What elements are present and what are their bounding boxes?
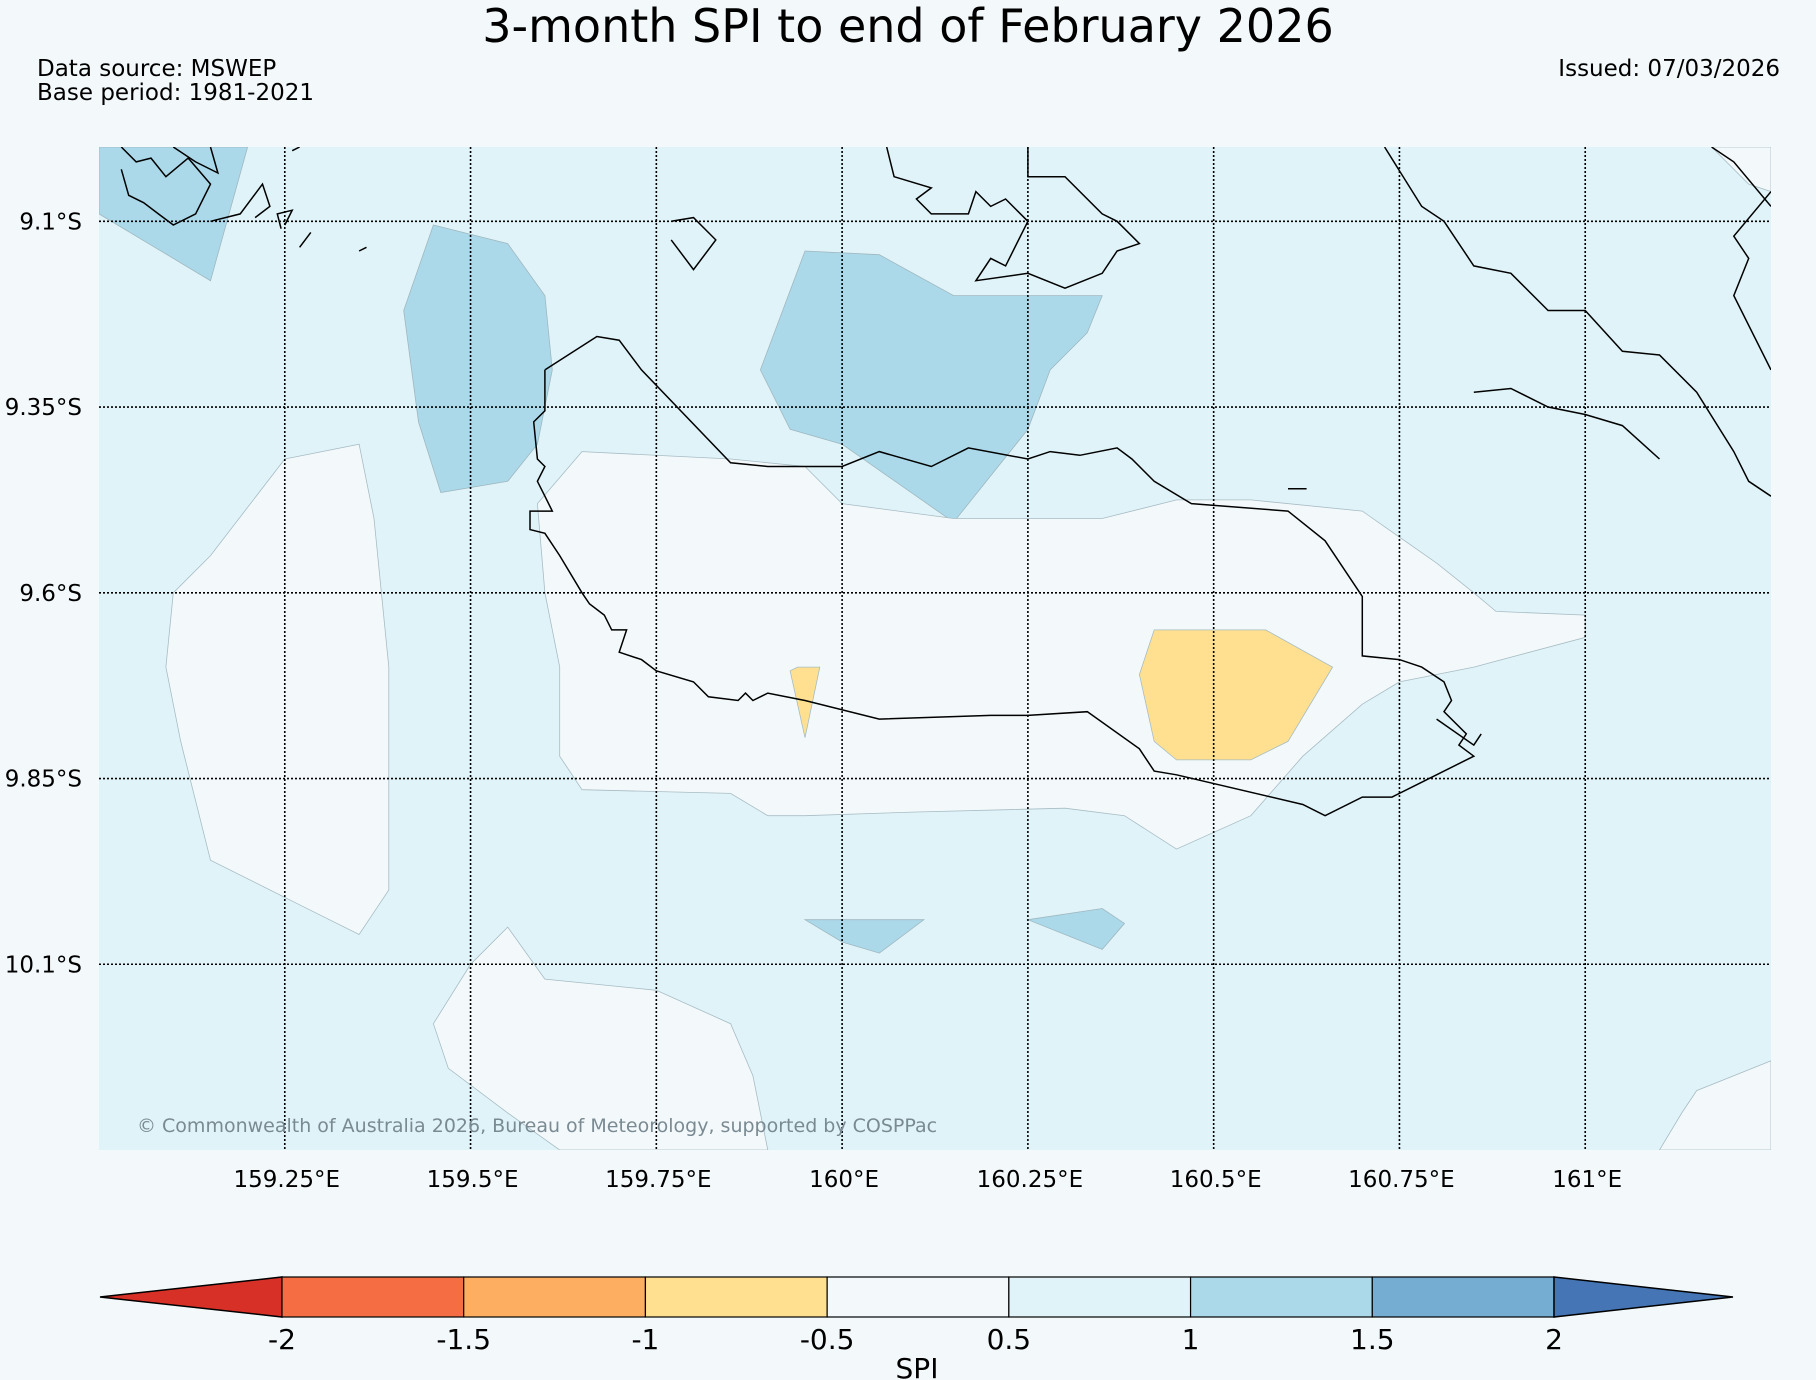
spi-wet-regions [99,147,1126,954]
coastline-segment-10 [1711,147,1771,207]
copyright-text: © Commonwealth of Australia 2026, Bureau… [137,1115,937,1137]
colorbar-segment [1008,1276,1192,1318]
spi-region-wet-4 [1026,908,1126,950]
coastline-segment-2 [210,182,271,223]
colorbar-segment [1371,1276,1555,1318]
latitude-label: 9.85°S [5,767,82,793]
longitude-label: 160.25°E [977,1167,1084,1193]
coastline-segment-1 [172,147,220,175]
spi-region-4 [1711,147,1771,193]
issued-date-text: Issued: 07/03/2026 [1558,56,1780,82]
longitude-label: 160.5°E [1170,1167,1262,1193]
spi-region-3 [1659,1060,1771,1150]
longitude-labels: 159.25°E 159.5°E 159.75°E 160°E 160.25°E 160.… [234,1167,1623,1193]
spi-region-wet-3 [803,919,926,954]
spi-region-2 [432,926,769,1150]
longitude-label: 159.5°E [427,1167,519,1193]
colorbar-segment [463,1276,647,1318]
longitude-label: 160.75°E [1348,1167,1455,1193]
base-period-text: Base period: 1981-2021 [37,80,315,106]
colorbar-tick-label: 0.5 [987,1323,1032,1356]
page-title: 3-month SPI to end of February 2026 [482,0,1334,53]
coastline-segment-12 [1473,387,1661,460]
map-metadata-left: Data source: MSWEP Base period: 1981-202… [37,57,314,105]
colorbar-tick-label: -0.5 [800,1323,855,1356]
data-source-text: Data source: MSWEP [37,56,277,82]
spi-region-wet-0 [99,147,249,282]
longitude-label: 160°E [809,1167,879,1193]
spi-region-5 [1138,629,1334,761]
colorbar-segment [826,1276,1010,1318]
colorbar-tick-label: -2 [268,1323,296,1356]
colorbar-tick-label: 1.5 [1350,1323,1395,1356]
colorbar-extend-high [1553,1276,1734,1318]
latitude-label: 10.1°S [5,952,82,978]
colorbar-label: SPI [896,1352,939,1380]
spi-region-6 [789,666,821,738]
latitude-label: 9.35°S [5,395,82,421]
colorbar-tick-label: -1.5 [436,1323,491,1356]
colorbar-extend-low [99,1276,283,1318]
longitude-label: 159.25°E [234,1167,341,1193]
coastline-segment-0 [120,147,212,226]
spi-neutral-dry-regions [165,147,1771,1150]
graticule [99,147,1771,1150]
colorbar-segment [644,1276,828,1318]
coastline-main-island [529,335,1476,817]
colorbar: -2 -1.5 -1 -0.5 0.5 1 1.5 2 SPI [99,1276,1734,1380]
longitude-label: 159.75°E [605,1167,712,1193]
coastline-segment-14 [1436,718,1482,747]
longitude-label: 161°E [1552,1167,1622,1193]
spi-region-wet-2 [759,250,1103,523]
coastline-segment-6 [358,246,367,252]
spi-region-0 [165,443,390,936]
coastline-segment-8 [885,147,1141,290]
coastline-segment-3 [291,147,300,152]
colorbar-segment [281,1276,465,1318]
colorbar-tick-label: -1 [631,1323,659,1356]
colorbar-tick-label: 1 [1182,1323,1200,1356]
colorbar-tick-label: 2 [1545,1323,1563,1356]
coastline-segment-5 [299,231,312,248]
coastline-segment-11 [1732,191,1771,371]
coastline-segment-7 [670,216,717,271]
latitude-label: 9.1°S [19,209,82,235]
spi-region-1 [536,451,1586,850]
colorbar-segment [1189,1276,1373,1318]
spi-region-wet-1 [403,224,553,493]
latitude-labels: 9.1°S 9.35°S 9.6°S 9.85°S 10.1°S [5,209,82,978]
latitude-label: 9.6°S [19,581,82,607]
